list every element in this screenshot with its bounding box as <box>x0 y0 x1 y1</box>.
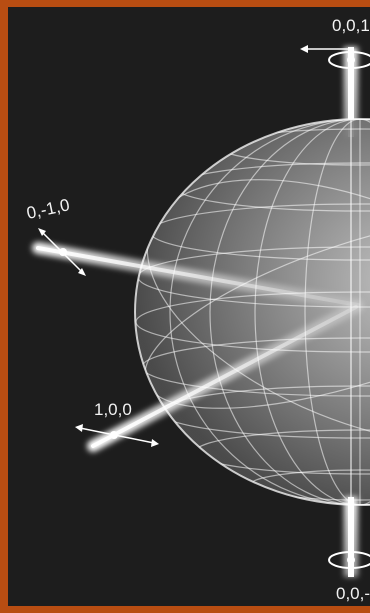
z-axis-beam-bottom <box>348 497 354 577</box>
label-y-minus: 0,-1,0 <box>25 195 71 223</box>
z-plus-marker <box>300 45 370 69</box>
diagram-panel: 0,0,1 0,-1,0 1,0,0 0,0,-1 <box>8 7 370 606</box>
y-minus-marker <box>38 228 86 276</box>
x-plus-marker <box>75 424 159 447</box>
sphere-body <box>135 119 370 505</box>
x-axis-beam <box>91 305 358 448</box>
z-axis-beam-top <box>348 47 354 137</box>
label-z-plus: 0,0,1 <box>332 16 370 35</box>
label-z-minus: 0,0,-1 <box>336 584 370 603</box>
sphere-outline <box>134 118 370 506</box>
bloch-sphere-diagram: 0,0,1 0,-1,0 1,0,0 0,0,-1 <box>25 16 370 603</box>
z-minus-marker <box>328 551 370 569</box>
y-axis-beam <box>36 246 360 307</box>
label-x-plus: 1,0,0 <box>94 400 132 419</box>
